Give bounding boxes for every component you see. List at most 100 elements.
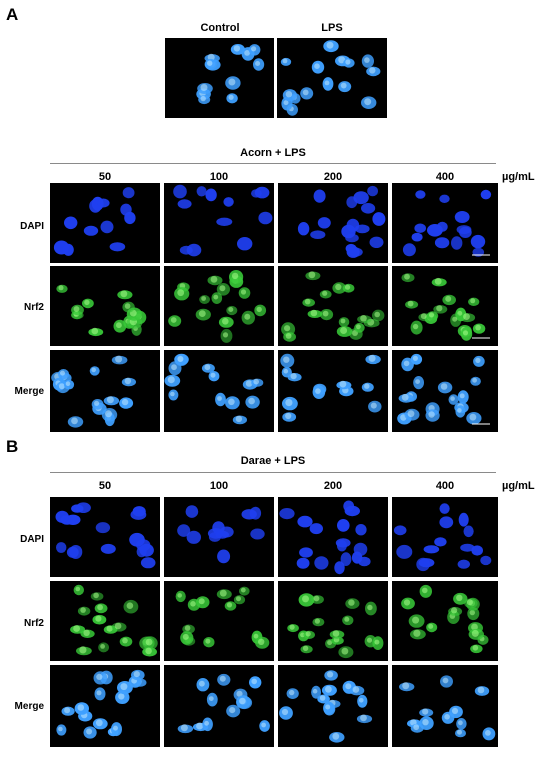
nucleus-highlight — [184, 625, 191, 631]
image-b-merge-400 — [392, 665, 498, 747]
nucleus-highlight — [325, 704, 331, 710]
nucleus — [186, 243, 202, 257]
nucleus-highlight — [219, 675, 226, 682]
nucleus-highlight — [253, 378, 259, 385]
nucleus — [337, 519, 350, 532]
nucleus-highlight — [248, 397, 255, 405]
nucleus-highlight — [302, 595, 309, 603]
nucleus-highlight — [58, 726, 63, 732]
nucleus-highlight — [367, 604, 373, 611]
nucleus-highlight — [217, 396, 222, 401]
nucleus-highlight — [229, 707, 236, 714]
nucleus-highlight — [236, 690, 243, 697]
nucleus-highlight — [403, 599, 411, 606]
nucleus-highlight — [290, 373, 297, 380]
nucleus-highlight — [469, 609, 475, 616]
nucleus-highlight — [457, 729, 462, 735]
nucleus-highlight — [95, 615, 102, 622]
nucleus — [196, 186, 207, 197]
nucleus-highlight — [415, 379, 420, 384]
nucleus-highlight — [282, 58, 288, 64]
nucleus-highlight — [327, 640, 333, 646]
conc-b-200: 200 — [323, 480, 343, 492]
row-label-a-nrf2: Nrf2 — [23, 302, 44, 313]
nucleus-highlight — [451, 607, 458, 614]
micrograph-svg — [175, 586, 270, 649]
nucleus-highlight — [208, 696, 214, 701]
micrograph-svg — [287, 593, 384, 659]
nucleus-highlight — [145, 647, 152, 655]
nucleus-highlight — [199, 680, 205, 687]
conc-b-100: 100 — [209, 480, 229, 492]
nucleus — [71, 504, 84, 513]
nucleus-highlight — [171, 364, 177, 371]
nucleus-highlight — [100, 644, 105, 649]
nucleus-highlight — [413, 724, 420, 731]
nucleus-highlight — [261, 722, 266, 728]
nucleus-highlight — [210, 276, 218, 283]
nucleus-highlight — [283, 356, 290, 363]
nucleus-highlight — [196, 722, 204, 730]
nucleus-highlight — [167, 376, 175, 384]
nucleus-highlight — [485, 730, 491, 736]
nucleus-highlight — [64, 707, 71, 714]
nucleus — [411, 232, 423, 242]
nucleus-highlight — [466, 599, 473, 606]
micrograph-svg — [56, 284, 147, 337]
nucleus — [56, 542, 67, 553]
nucleus-highlight — [304, 298, 311, 305]
nucleus — [185, 505, 199, 518]
nucleus — [427, 224, 443, 237]
micrograph-svg — [70, 584, 158, 657]
nucleus — [355, 524, 367, 536]
nucleus-highlight — [462, 330, 469, 336]
nucleus-highlight — [71, 417, 78, 425]
nucleus-highlight — [198, 598, 205, 605]
nucleus-highlight — [222, 332, 229, 338]
nucleus-highlight — [240, 289, 247, 295]
nucleus-highlight — [177, 289, 185, 297]
nucleus-highlight — [236, 596, 241, 602]
nucleus — [414, 223, 426, 233]
nucleus-highlight — [302, 645, 309, 651]
nucleus-highlight — [182, 633, 189, 640]
nucleus-highlight — [345, 59, 351, 65]
nucleus — [100, 220, 114, 234]
nucleus — [207, 528, 224, 539]
nucleus — [83, 225, 99, 236]
nucleus-highlight — [256, 306, 262, 313]
nucleus-highlight — [285, 333, 292, 339]
nucleus-highlight — [444, 714, 450, 720]
row-label-a-merge: Merge — [14, 386, 44, 397]
micrograph-svg — [280, 40, 381, 116]
nucleus-highlight — [369, 67, 376, 74]
nucleus-highlight — [251, 678, 257, 685]
nucleus-highlight — [422, 587, 428, 594]
nucleus-highlight — [285, 91, 293, 98]
nucleus-highlight — [219, 285, 226, 292]
nucleus-highlight — [402, 682, 410, 690]
nucleus-highlight — [77, 704, 85, 711]
image-b-dapi-50 — [50, 497, 160, 577]
nucleus-highlight — [412, 616, 420, 624]
nucleus — [130, 509, 147, 520]
nucleus-highlight — [94, 400, 100, 406]
image-a-merge-100 — [164, 350, 274, 432]
nucleus-highlight — [97, 604, 103, 611]
nucleus-highlight — [79, 646, 87, 654]
nucleus-highlight — [338, 56, 346, 64]
nucleus-highlight — [401, 393, 409, 401]
nucleus-highlight — [73, 625, 80, 632]
nucleus-highlight — [198, 310, 206, 317]
micrograph-svg — [55, 502, 156, 569]
nucleus-highlight — [222, 318, 229, 325]
micrograph-svg — [402, 189, 492, 257]
nucleus — [463, 525, 474, 538]
nucleus-highlight — [308, 271, 316, 279]
nucleus — [336, 540, 347, 552]
nucleus — [217, 549, 231, 564]
panel-letter-a: A — [6, 5, 19, 24]
nucleus-highlight — [413, 629, 421, 637]
nucleus — [396, 544, 413, 559]
nucleus-highlight — [374, 639, 380, 645]
